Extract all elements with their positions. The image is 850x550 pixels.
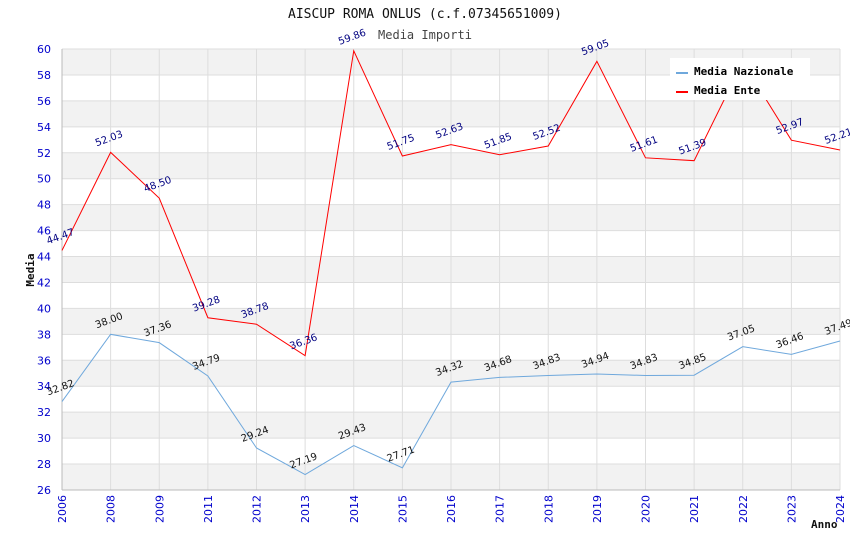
x-tick-label: 2018 — [542, 495, 555, 523]
x-tick-label: 2013 — [299, 495, 312, 523]
x-tick-label: 2014 — [348, 495, 361, 523]
y-tick-label: 56 — [37, 95, 51, 108]
x-tick-label: 2008 — [105, 495, 118, 523]
y-tick-label: 28 — [37, 458, 51, 471]
y-tick-label: 52 — [37, 147, 51, 160]
y-tick-label: 38 — [37, 328, 51, 341]
chart-title: AISCUP ROMA ONLUS (c.f.07345651009) — [288, 7, 562, 22]
y-axis-label: Media — [24, 253, 37, 286]
chart-subtitle: Media Importi — [378, 28, 472, 42]
data-label-ente: 51.75 — [386, 133, 417, 153]
data-label-nazionale: 27.71 — [386, 445, 417, 465]
data-label-ente: 51.61 — [629, 135, 660, 155]
y-tick-label: 46 — [37, 225, 51, 238]
y-tick-label: 58 — [37, 69, 51, 82]
y-tick-label: 60 — [37, 43, 51, 56]
axes — [61, 49, 840, 491]
x-tick-label: 2024 — [834, 495, 847, 523]
y-tick-label: 42 — [37, 276, 51, 289]
data-label-ente: 52.03 — [94, 129, 125, 149]
x-tick-label: 2021 — [688, 495, 701, 523]
y-tick-label: 34 — [37, 380, 51, 393]
x-tick-label: 2019 — [591, 495, 604, 523]
x-tick-label: 2016 — [445, 495, 458, 523]
y-tick-label: 44 — [37, 251, 51, 264]
y-tick-label: 30 — [37, 432, 51, 445]
legend-label-ente: Media Ente — [694, 84, 761, 97]
y-tick-label: 50 — [37, 173, 51, 186]
y-tick-label: 54 — [37, 121, 51, 134]
x-tick-label: 2006 — [56, 495, 69, 523]
series-line-media-nazionale — [61, 333, 841, 476]
y-tick-label: 40 — [37, 302, 51, 315]
x-tick-label: 2012 — [251, 495, 264, 523]
x-tick-labels: 2006 2008 2009 2011 2012 2013 2014 2015 2016 2017… — [56, 495, 847, 523]
series-lines — [61, 49, 841, 476]
legend: Media Nazionale Media Ente — [670, 58, 810, 100]
x-tick-label: 2011 — [202, 495, 215, 523]
x-tick-label: 2017 — [494, 495, 507, 523]
y-tick-label: 36 — [37, 354, 51, 367]
legend-label-nazionale: Media Nazionale — [694, 65, 794, 78]
gridlines — [61, 48, 841, 491]
data-label-ente: 36.36 — [288, 332, 319, 352]
y-tick-label: 26 — [37, 484, 51, 497]
y-tick-labels: 26 28 30 32 34 36 38 40 42 44 46 48 50 52 54 56 58 60 — [37, 43, 51, 497]
data-label-ente: 59.86 — [337, 28, 368, 48]
x-tick-label: 2022 — [737, 495, 750, 523]
x-tick-label: 2020 — [640, 495, 653, 523]
x-axis-label: Anno — [811, 518, 838, 531]
y-tick-label: 32 — [37, 406, 51, 419]
data-label-ente: 52.21 — [823, 127, 850, 147]
data-label-ente: 51.85 — [483, 131, 514, 151]
x-tick-label: 2023 — [785, 495, 798, 523]
x-tick-label: 2015 — [396, 495, 409, 523]
legend-box — [670, 58, 810, 100]
series-line-media-ente — [61, 49, 841, 357]
y-tick-label: 48 — [37, 199, 51, 212]
x-tick-label: 2009 — [153, 495, 166, 523]
